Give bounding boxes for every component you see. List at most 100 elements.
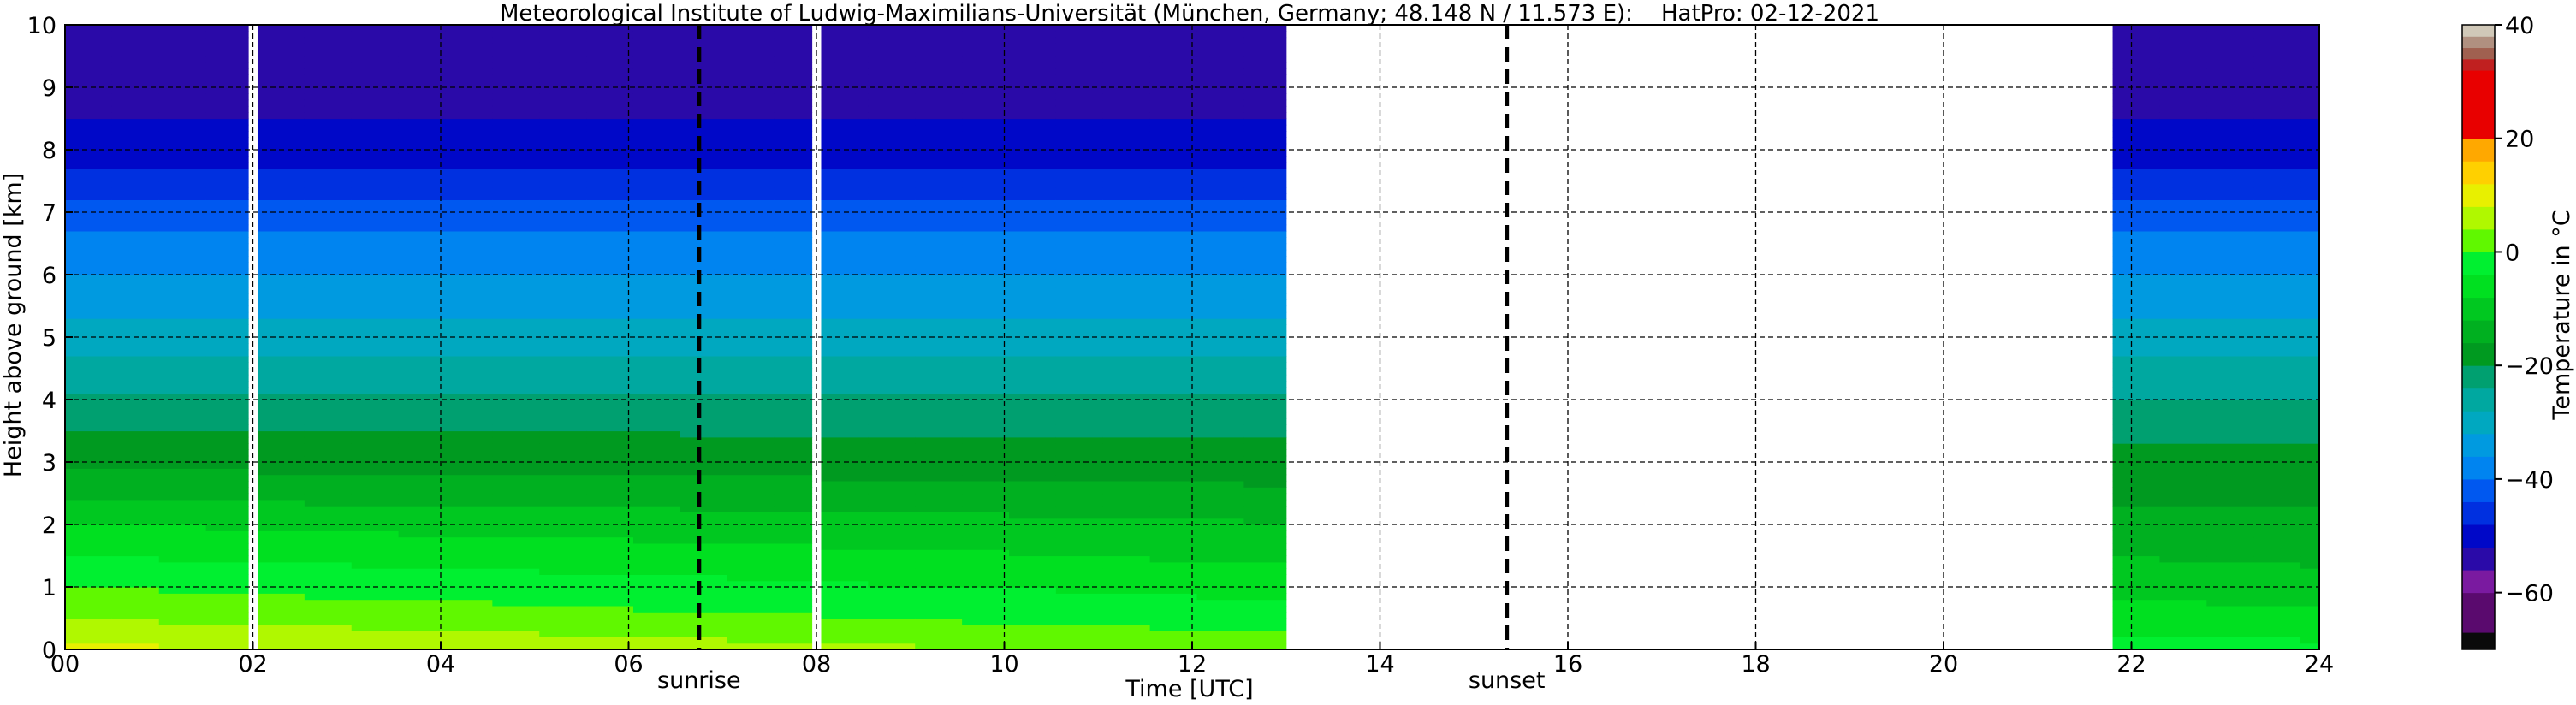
heatmap-cell — [1008, 131, 1057, 138]
heatmap-cell — [205, 131, 249, 138]
heatmap-cell — [351, 512, 400, 519]
heatmap-cell — [445, 631, 493, 637]
heatmap-cell — [351, 530, 400, 538]
heatmap-cell — [205, 468, 249, 476]
heatmap-cell — [2159, 43, 2207, 50]
heatmap-cell — [1008, 618, 1057, 625]
heatmap-cell — [868, 56, 916, 63]
heatmap-cell — [205, 555, 249, 563]
heatmap-cell — [586, 637, 634, 644]
heatmap-cell — [398, 349, 447, 357]
x-tick-label: 08 — [802, 651, 831, 678]
heatmap-cell — [1055, 243, 1104, 251]
heatmap-cell — [2300, 349, 2319, 357]
heatmap-cell — [1149, 430, 1198, 438]
heatmap-cell — [1102, 105, 1151, 113]
heatmap-cell — [539, 118, 587, 126]
heatmap-cell — [2300, 268, 2319, 275]
heatmap-cell — [2300, 631, 2319, 637]
heatmap-cell — [1196, 74, 1244, 82]
heatmap-cell — [158, 281, 207, 288]
heatmap-cell — [727, 393, 775, 400]
heatmap-cell — [1149, 68, 1198, 75]
heatmap-cell — [304, 412, 353, 419]
heatmap-cell — [962, 436, 1010, 444]
heatmap-cell — [1008, 318, 1057, 325]
heatmap-cell — [2206, 542, 2254, 550]
heatmap-cell — [257, 181, 306, 188]
heatmap-cell — [962, 574, 1010, 582]
heatmap-cell — [257, 187, 306, 194]
heatmap-cell — [257, 175, 306, 182]
heatmap-cell — [1196, 311, 1244, 319]
heatmap-cell — [2253, 318, 2301, 325]
heatmap-cell — [680, 518, 728, 525]
heatmap-cell — [2300, 530, 2319, 538]
heatmap-cell — [1196, 555, 1244, 563]
heatmap-cell — [1196, 580, 1244, 588]
heatmap-cell — [868, 443, 916, 450]
heatmap-cell — [539, 311, 587, 319]
heatmap-cell — [304, 175, 353, 182]
heatmap-cell — [1196, 237, 1244, 245]
heatmap-cell — [1055, 593, 1104, 601]
heatmap-cell — [774, 418, 813, 425]
heatmap-cell — [632, 193, 681, 200]
heatmap-cell — [65, 455, 113, 463]
heatmap-cell — [351, 643, 400, 649]
heatmap-cell — [727, 512, 775, 519]
heatmap-cell — [2159, 506, 2207, 512]
heatmap-cell — [111, 512, 160, 519]
heatmap-cell — [2206, 561, 2254, 569]
heatmap-cell — [1196, 424, 1244, 432]
heatmap-cell — [65, 224, 113, 232]
heatmap-cell — [1149, 418, 1198, 425]
heatmap-cell — [492, 643, 540, 649]
heatmap-cell — [821, 631, 869, 637]
heatmap-cell — [586, 643, 634, 649]
heatmap-cell — [632, 112, 681, 120]
heatmap-cell — [868, 424, 916, 432]
heatmap-cell — [492, 468, 540, 476]
heatmap-cell — [445, 212, 493, 219]
heatmap-cell — [2300, 212, 2319, 219]
heatmap-cell — [1196, 330, 1244, 338]
heatmap-cell — [1055, 262, 1104, 270]
heatmap-cell — [1196, 462, 1244, 469]
heatmap-cell — [492, 549, 540, 557]
heatmap-cell — [632, 175, 681, 182]
heatmap-cell — [2159, 542, 2207, 550]
heatmap-cell — [586, 387, 634, 394]
heatmap-cell — [632, 249, 681, 257]
heatmap-cell — [158, 193, 207, 200]
heatmap-cell — [257, 493, 306, 501]
heatmap-cell — [351, 305, 400, 313]
heatmap-cell — [2112, 561, 2161, 569]
heatmap-cell — [539, 499, 587, 507]
heatmap-cell — [1196, 87, 1244, 94]
heatmap-cell — [962, 330, 1010, 338]
heatmap-cell — [868, 87, 916, 94]
heatmap-cell — [2253, 449, 2301, 457]
heatmap-cell — [492, 131, 540, 138]
heatmap-cell — [2112, 249, 2161, 257]
heatmap-cell — [632, 406, 681, 413]
heatmap-cell — [680, 337, 728, 344]
heatmap-cell — [1243, 643, 1287, 649]
heatmap-cell — [492, 156, 540, 163]
heatmap-cell — [821, 299, 869, 307]
heatmap-cell — [2253, 374, 2301, 382]
heatmap-cell — [962, 362, 1010, 370]
heatmap-cell — [257, 524, 306, 531]
heatmap-cell — [257, 605, 306, 613]
heatmap-cell — [915, 542, 963, 550]
heatmap-cell — [1149, 480, 1198, 488]
heatmap-cell — [1102, 287, 1151, 294]
heatmap-cell — [445, 131, 493, 138]
heatmap-cell — [680, 568, 728, 575]
heatmap-cell — [821, 542, 869, 550]
heatmap-cell — [2112, 112, 2161, 120]
heatmap-cell — [727, 468, 775, 476]
heatmap-cell — [1055, 311, 1104, 319]
heatmap-cell — [351, 337, 400, 344]
